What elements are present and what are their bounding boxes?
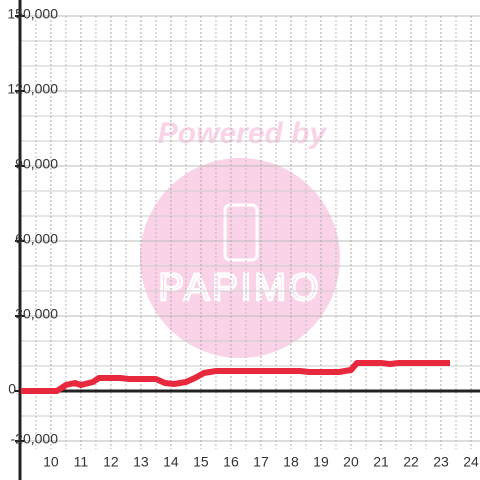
watermark-icon	[223, 203, 259, 262]
x-tick-label: 21	[373, 454, 389, 470]
y-tick-label: 60,000	[15, 231, 58, 247]
x-tick-label: 18	[283, 454, 299, 470]
watermark-logo: PAPIMO	[159, 267, 322, 309]
x-tick-label: 17	[253, 454, 269, 470]
x-tick-label: 23	[433, 454, 449, 470]
x-tick-label: 10	[43, 454, 59, 470]
x-tick-label: 12	[103, 454, 119, 470]
y-tick-label: 120,000	[7, 81, 58, 97]
y-tick-label: 150,000	[7, 6, 58, 22]
y-tick-label: 90,000	[15, 156, 58, 172]
y-tick-label: 30,000	[15, 306, 58, 322]
watermark-text: Powered by	[158, 117, 328, 150]
x-tick-label: 20	[343, 454, 359, 470]
x-tick-label: 13	[133, 454, 149, 470]
y-tick-label: 0	[8, 381, 16, 397]
x-tick-label: 16	[223, 454, 239, 470]
x-tick-label: 15	[193, 454, 209, 470]
y-tick-label: -20,000	[11, 431, 59, 447]
x-tick-label: 19	[313, 454, 329, 470]
x-tick-label: 24	[463, 454, 479, 470]
watermark-circle	[140, 158, 340, 358]
x-tick-label: 22	[403, 454, 419, 470]
data-line	[20, 360, 450, 394]
x-tick-label: 14	[163, 454, 179, 470]
x-tick-label: 11	[74, 454, 89, 470]
